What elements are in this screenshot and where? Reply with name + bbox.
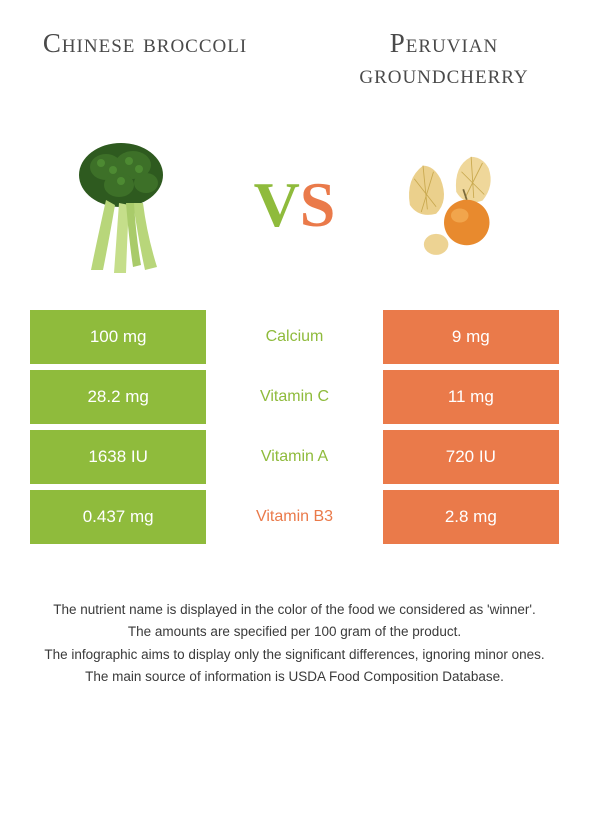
nutrient-row: 100 mgCalcium9 mg xyxy=(30,310,559,364)
nutrient-row: 0.437 mgVitamin B32.8 mg xyxy=(30,490,559,544)
vs-v: V xyxy=(254,169,300,240)
broccoli-image xyxy=(51,125,211,285)
vs-label: VS xyxy=(254,168,336,242)
right-value: 9 mg xyxy=(383,310,559,364)
note-line: The main source of information is USDA F… xyxy=(30,667,559,687)
vs-s: S xyxy=(300,169,336,240)
footer-notes: The nutrient name is displayed in the co… xyxy=(0,550,589,687)
note-line: The infographic aims to display only the… xyxy=(30,645,559,665)
left-value: 1638 IU xyxy=(30,430,206,484)
header: Chinese broccoli Peruvian groundcherry xyxy=(0,0,589,90)
nutrient-name: Calcium xyxy=(206,310,382,364)
nutrient-row: 28.2 mgVitamin C11 mg xyxy=(30,370,559,424)
right-value: 720 IU xyxy=(383,430,559,484)
nutrient-name: Vitamin A xyxy=(206,430,382,484)
left-value: 0.437 mg xyxy=(30,490,206,544)
groundcherry-image xyxy=(378,125,538,285)
nutrient-name: Vitamin B3 xyxy=(206,490,382,544)
nutrient-name: Vitamin C xyxy=(206,370,382,424)
nutrient-table: 100 mgCalcium9 mg 28.2 mgVitamin C11 mg 16… xyxy=(0,310,589,544)
left-value: 28.2 mg xyxy=(30,370,206,424)
left-value: 100 mg xyxy=(30,310,206,364)
note-line: The nutrient name is displayed in the co… xyxy=(30,600,559,620)
note-line: The amounts are specified per 100 gram o… xyxy=(30,622,559,642)
hero-row: VS xyxy=(0,90,589,310)
right-value: 2.8 mg xyxy=(383,490,559,544)
right-food-title: Peruvian groundcherry xyxy=(319,28,569,90)
left-food-title: Chinese broccoli xyxy=(20,28,270,90)
right-value: 11 mg xyxy=(383,370,559,424)
nutrient-row: 1638 IUVitamin A720 IU xyxy=(30,430,559,484)
